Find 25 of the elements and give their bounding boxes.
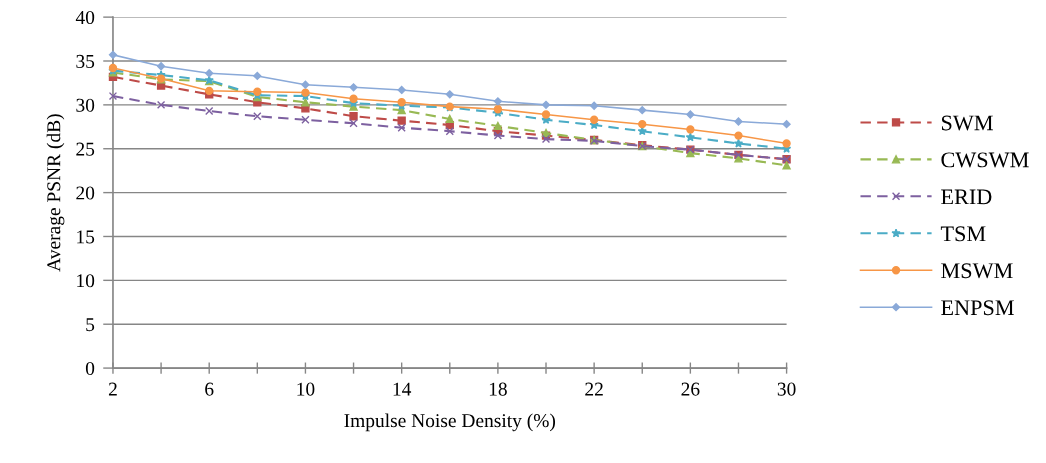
y-tick-label: 20 xyxy=(76,186,95,200)
y-tick-label: 30 xyxy=(76,98,95,112)
y-tick-label: 5 xyxy=(86,318,95,332)
y-tick-label: 0 xyxy=(85,361,95,376)
y-tick-label: 10 xyxy=(77,274,95,288)
legend-label: TSM xyxy=(940,226,986,242)
y-tick-label: 25 xyxy=(76,142,95,156)
legend-label: ERID xyxy=(941,189,992,205)
y-tick-label: 40 xyxy=(75,10,95,25)
x-tick-label: 18 xyxy=(489,382,507,396)
legend-label: CWSWM xyxy=(941,152,1029,168)
legend-label: MSWM xyxy=(941,263,1013,279)
x-tick-label: 10 xyxy=(297,382,315,396)
x-tick-label: 30 xyxy=(777,382,796,396)
x-tick-label: 22 xyxy=(585,382,603,396)
x-tick-label: 6 xyxy=(205,382,214,396)
x-tick-label: 2 xyxy=(108,382,117,396)
legend-label: SWM xyxy=(941,115,993,131)
x-tick-label: 14 xyxy=(393,382,412,396)
y-axis-title: Average PSNR (dB) xyxy=(46,114,65,272)
y-tick-label: 35 xyxy=(76,54,95,68)
y-tick-label: 15 xyxy=(77,230,95,244)
x-axis-title: Impulse Noise Density (%) xyxy=(344,413,556,432)
legend-label: ENPSM xyxy=(941,300,1014,316)
x-tick-label: 26 xyxy=(681,382,700,396)
